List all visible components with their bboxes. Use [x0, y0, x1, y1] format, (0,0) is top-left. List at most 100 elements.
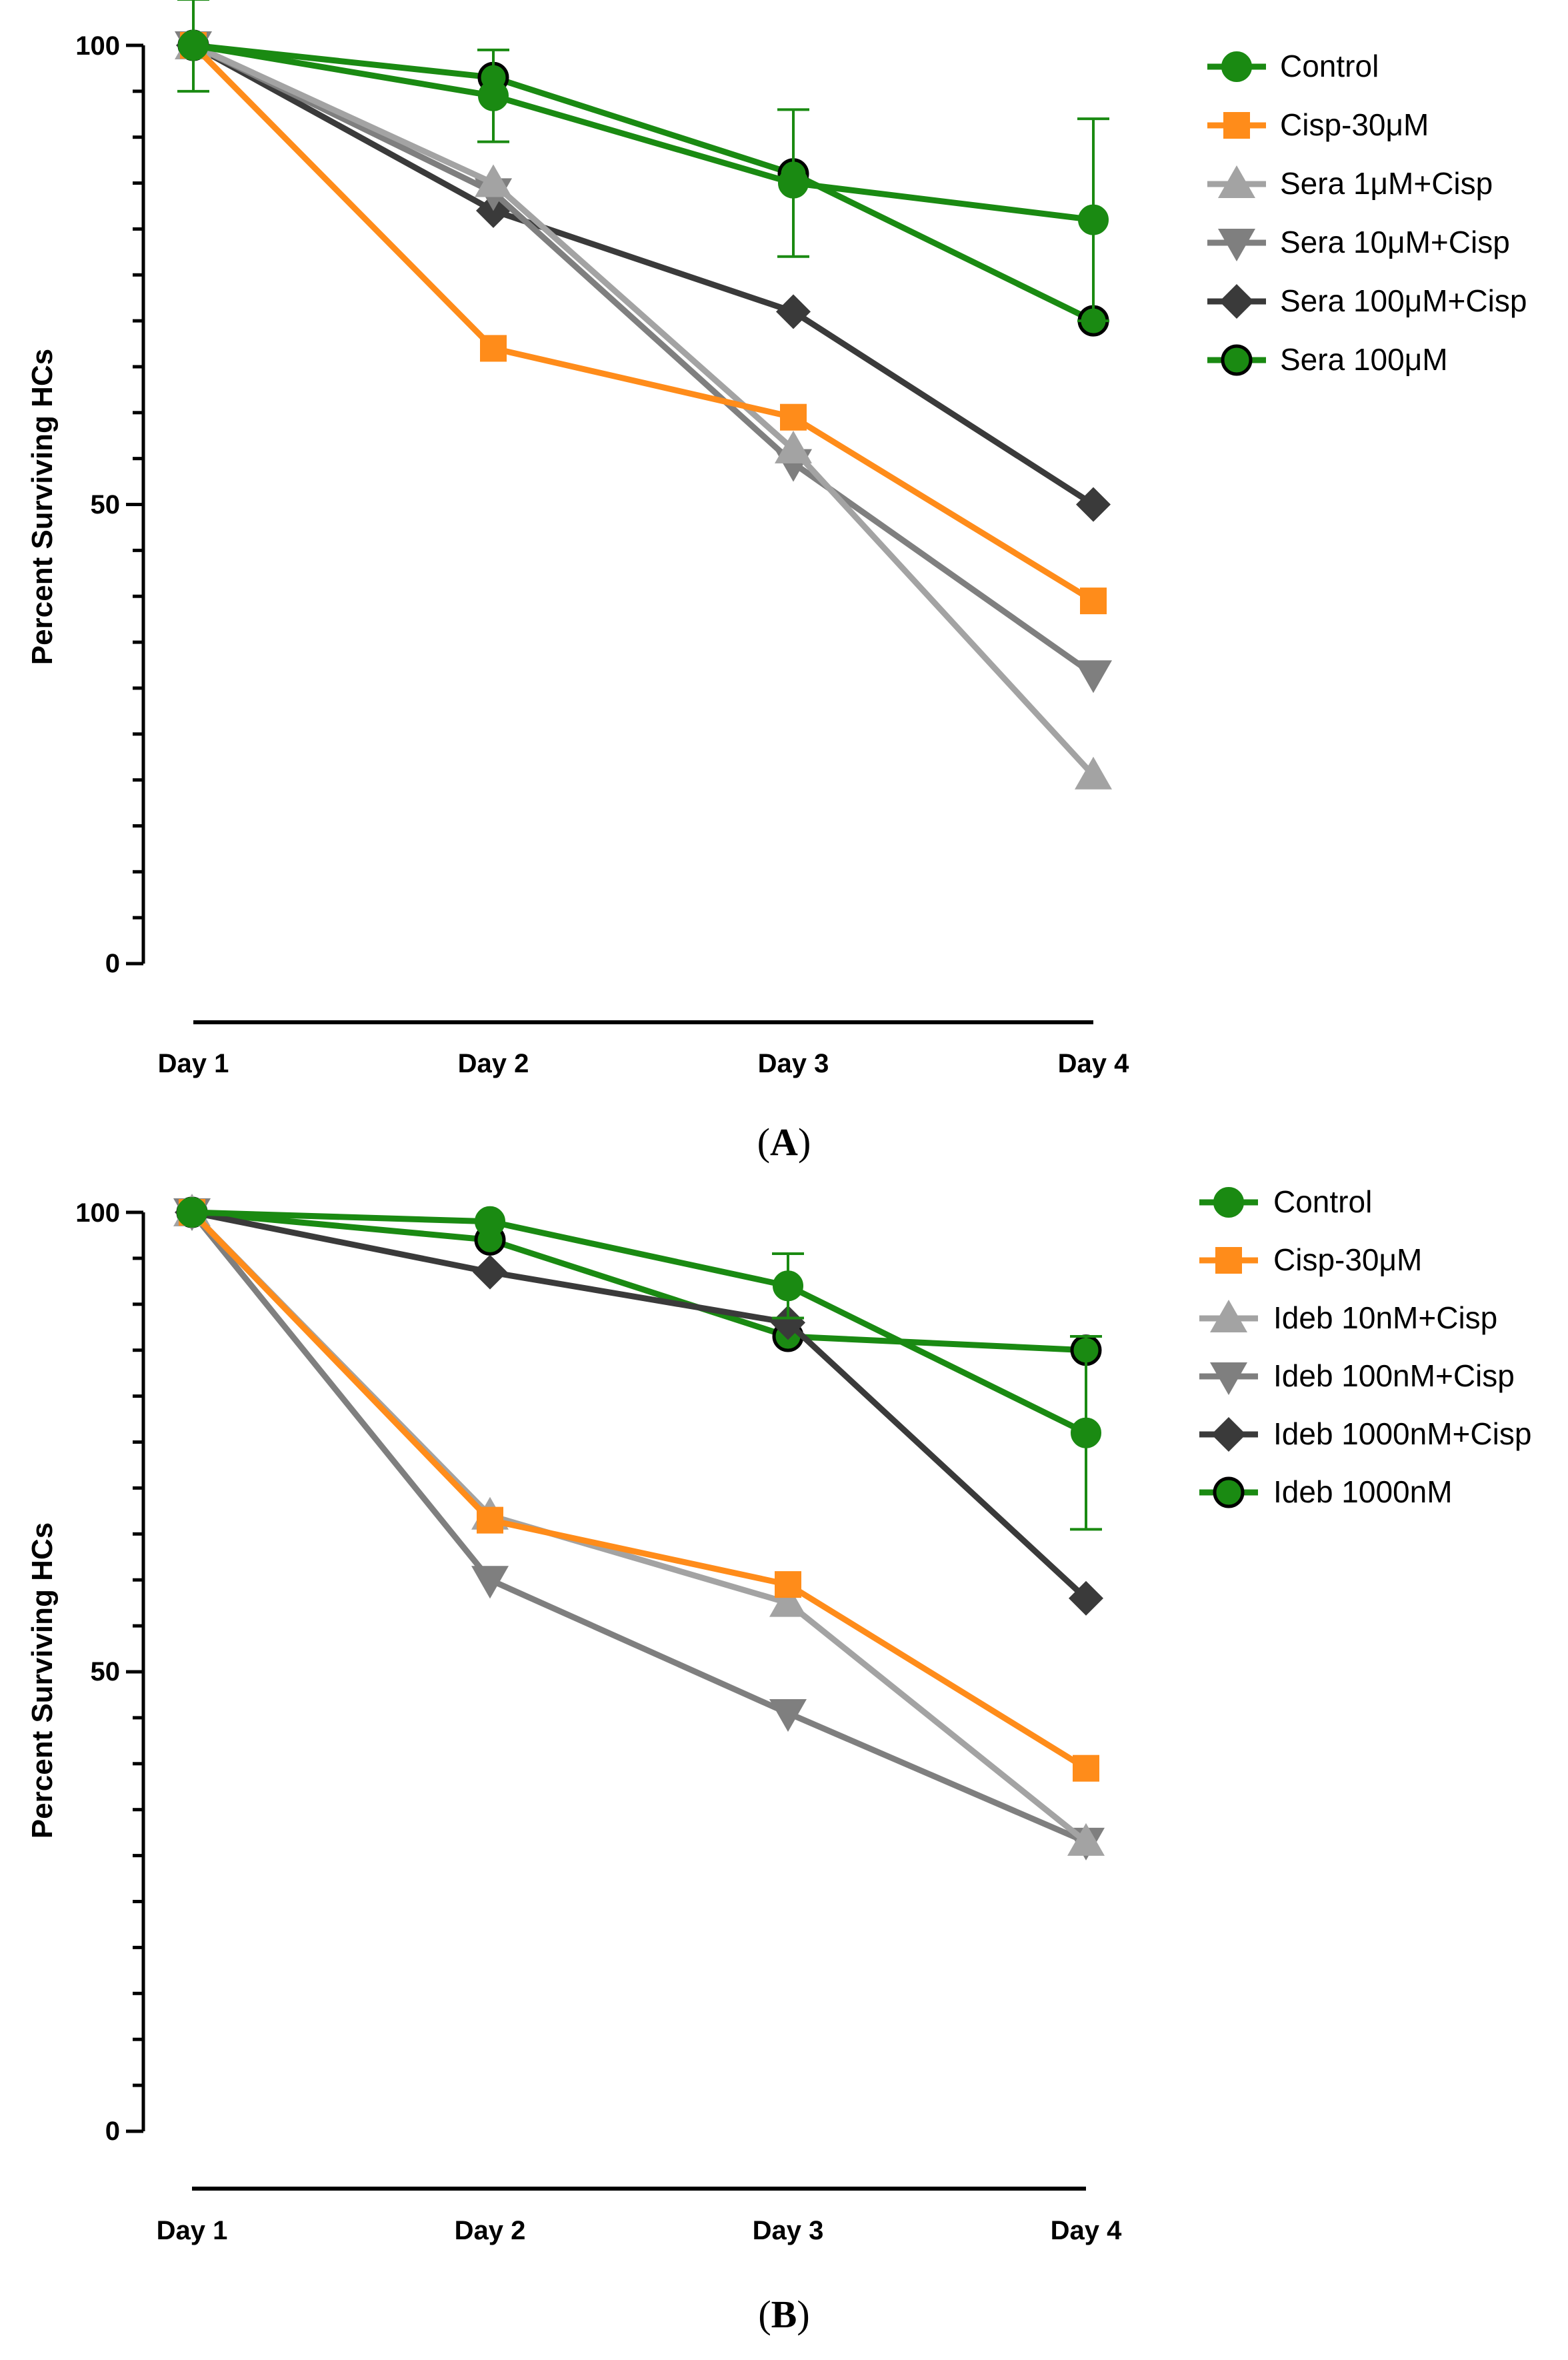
data-point [1080, 587, 1107, 615]
series-3 [175, 31, 1112, 694]
y-tick-labels: 100 50 0 [75, 1198, 120, 2146]
x-tick-labels: Day 1 Day 2 Day 3 Day 4 [158, 1049, 1129, 1078]
x-tick-label: Day 1 [157, 2216, 228, 2245]
x-tick-label: Day 3 [753, 2216, 824, 2245]
series-line [191, 1209, 1087, 1354]
axis-layer [126, 1210, 1086, 2191]
series-line [191, 1209, 1087, 1436]
panel-label-letter: A [770, 1120, 798, 1164]
legend-marker [1210, 1300, 1247, 1332]
legend-marker [1213, 1476, 1245, 1508]
legend-marker [1215, 1247, 1242, 1274]
data-point [771, 1305, 805, 1340]
data-point [773, 1270, 803, 1302]
y-tick-label: 100 [75, 1198, 120, 1228]
legend-marker [1218, 165, 1255, 198]
legend-label-control: Control [1280, 49, 1379, 83]
legend-label-cisp: Cisp-30μM [1280, 107, 1429, 142]
data-point [178, 30, 209, 61]
legend-marker [1223, 112, 1250, 139]
data-point [769, 1699, 807, 1732]
series-line [189, 1210, 1088, 1771]
y-axis-title: Percent Surviving HCs [26, 1522, 59, 1839]
legend-label-control: Control [1273, 1184, 1372, 1219]
legend-marker [1218, 229, 1255, 261]
y-tick-label: 0 [105, 2117, 120, 2146]
data-point [1071, 1417, 1101, 1448]
data-point [475, 1206, 505, 1237]
legend: Control Cisp-30μM Ideb 10nM+Cisp Ideb 10… [1199, 1184, 1531, 1509]
x-tick-label: Day 2 [455, 2216, 526, 2245]
legend: Control Cisp-30μM Sera 1μM+Cisp Sera 10μ… [1207, 49, 1527, 377]
data-point [471, 1566, 509, 1599]
x-tick-label: Day 3 [758, 1049, 829, 1078]
series-4 [175, 1195, 1103, 1616]
series-line [192, 42, 1096, 778]
x-tick-label: Day 4 [1051, 2216, 1122, 2245]
legend-label-ideb-1000: Ideb 1000nM [1273, 1474, 1453, 1509]
x-tick-labels: Day 1 Day 2 Day 3 Day 4 [157, 2216, 1122, 2245]
legend-markers [1199, 1187, 1258, 1508]
panel-a: 100 50 0 Day 1 Day 2 Day 3 Day 4 Percent… [26, 0, 1527, 1164]
y-axis-title: Percent Surviving HCs [26, 349, 59, 665]
series-0 [177, 1197, 1102, 1531]
data-point [778, 167, 809, 199]
legend-label-cisp: Cisp-30μM [1273, 1242, 1422, 1277]
data-point [1073, 1754, 1099, 1782]
series-line [192, 42, 1095, 677]
legend-label-sera-100: Sera 100μM [1280, 342, 1448, 377]
series-layer [173, 1194, 1105, 1861]
data-point [1075, 756, 1112, 790]
data-point [1078, 204, 1109, 235]
data-point [780, 403, 807, 431]
y-tick-label: 0 [105, 949, 120, 978]
data-point [1069, 1580, 1103, 1616]
series-5 [177, 29, 1109, 337]
legend-label-sera-100-cisp: Sera 100μM+Cisp [1280, 283, 1527, 318]
x-tick-label: Day 4 [1058, 1049, 1129, 1078]
x-tick-label: Day 1 [158, 1049, 229, 1078]
panel-label: (A) [757, 1120, 811, 1164]
legend-label-ideb-100: Ideb 100nM+Cisp [1273, 1358, 1515, 1393]
legend-marker [1221, 51, 1252, 82]
panel-label: (B) [758, 2293, 809, 2336]
series-line [189, 1210, 1088, 1845]
series-line [191, 43, 1095, 604]
series-1 [180, 32, 1107, 615]
legend-markers [1207, 51, 1266, 376]
series-line [191, 43, 1095, 507]
y-tick-label: 50 [91, 490, 121, 519]
data-point [775, 1571, 801, 1598]
data-point [478, 80, 509, 111]
panel-b: 100 50 0 Day 1 Day 2 Day 3 Day 4 Percent… [26, 1184, 1531, 2336]
legend-label-sera-1: Sera 1μM+Cisp [1280, 166, 1493, 201]
series-line [189, 1210, 1087, 1845]
axis-layer [126, 43, 1093, 1024]
legend-label-ideb-1000-cisp: Ideb 1000nM+Cisp [1273, 1416, 1531, 1451]
panel-label-letter: B [771, 2293, 797, 2336]
data-point [477, 1506, 503, 1534]
data-point [1067, 1823, 1105, 1856]
data-point [475, 164, 512, 197]
legend-marker [1221, 344, 1253, 376]
data-point [1075, 660, 1112, 694]
y-tick-label: 50 [91, 1657, 121, 1686]
x-tick-label: Day 2 [458, 1049, 529, 1078]
series-line [193, 42, 1094, 223]
series-layer [175, 0, 1112, 790]
data-point [776, 294, 811, 329]
legend-marker [1213, 1187, 1244, 1218]
y-tick-labels: 100 50 0 [75, 31, 120, 978]
legend-marker [1210, 1362, 1247, 1395]
data-point [775, 430, 812, 463]
y-tick-label: 100 [75, 31, 120, 61]
data-point [473, 1254, 507, 1290]
series-line [191, 1209, 1089, 1601]
data-point [177, 1197, 207, 1228]
legend-label-ideb-10: Ideb 10nM+Cisp [1273, 1300, 1497, 1335]
series-line [193, 42, 1095, 324]
series-2 [173, 1194, 1105, 1856]
data-point [1076, 487, 1111, 522]
data-point [769, 1584, 807, 1617]
